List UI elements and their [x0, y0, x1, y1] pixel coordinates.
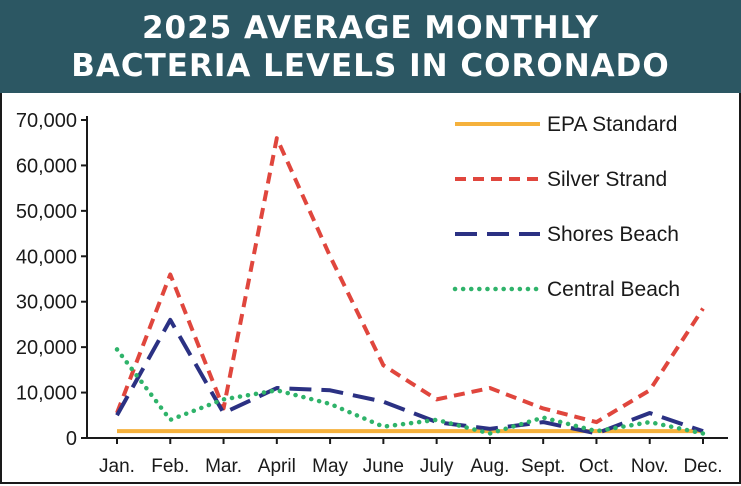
legend: EPA Standard Silver Strand Shores Beach Cen…	[452, 113, 680, 301]
x-tick-label: Sept.	[521, 456, 565, 477]
x-tick-label: Mar.	[205, 456, 242, 477]
legend-label-central-beach: Central Beach	[547, 278, 680, 301]
y-tick-label: 30,000	[16, 292, 77, 314]
chart-title-line-1: 2025 AVERAGE MONTHLY	[141, 9, 599, 46]
x-tick-label: Aug.	[470, 456, 509, 477]
x-tick-label: Jan.	[99, 456, 135, 477]
x-tick-label: Oct.	[579, 456, 614, 477]
title-banner: 2025 AVERAGE MONTHLY BACTERIA LEVELS IN …	[0, 0, 741, 93]
series-line-shores-beach	[115, 317, 704, 436]
y-tick-label: 10,000	[16, 383, 77, 405]
x-tick-label: May	[312, 456, 348, 477]
y-tick-label: 50,000	[16, 201, 77, 223]
axes	[86, 116, 728, 439]
y-tick-label: 60,000	[16, 155, 77, 177]
y-tick-label: 20,000	[16, 337, 77, 359]
y-axis-ticks: 0 10,000 20,000 30,000 40,000 50,000 60,000 70,…	[16, 110, 87, 450]
y-tick-label: 70,000	[16, 110, 77, 132]
x-axis-ticks: Jan. Feb. Mar. April May June July Aug. Sept. Oct…	[99, 438, 723, 477]
y-tick-label: 0	[66, 428, 77, 450]
x-tick-label: Dec.	[683, 456, 722, 477]
chart-frame	[0, 93, 741, 484]
legend-label-shores-beach: Shores Beach	[547, 223, 679, 246]
legend-label-epa-standard: EPA Standard	[547, 113, 677, 136]
series-lines	[114, 136, 706, 436]
y-tick-label: 40,000	[16, 246, 77, 268]
chart-title-line-2: BACTERIA LEVELS IN CORONADO	[71, 47, 670, 84]
x-tick-label: June	[363, 456, 404, 477]
x-tick-label: July	[420, 456, 454, 477]
legend-label-silver-strand: Silver Strand	[547, 168, 667, 191]
x-tick-label: April	[258, 456, 296, 477]
x-tick-label: Feb.	[151, 456, 189, 477]
series-line-silver-strand	[115, 136, 705, 425]
series-line-central-beach	[114, 347, 706, 436]
x-tick-label: Nov.	[631, 456, 669, 477]
